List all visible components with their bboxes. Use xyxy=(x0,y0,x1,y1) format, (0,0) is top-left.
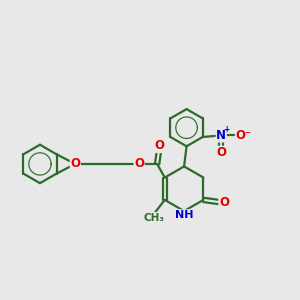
Text: O: O xyxy=(134,158,144,170)
Text: O: O xyxy=(219,196,229,209)
Text: O: O xyxy=(70,158,80,170)
Text: O: O xyxy=(216,146,226,159)
Text: +: + xyxy=(224,125,230,134)
Text: O: O xyxy=(154,140,165,152)
Text: O⁻: O⁻ xyxy=(236,129,252,142)
Text: NH: NH xyxy=(175,210,193,220)
Text: CH₃: CH₃ xyxy=(143,213,164,223)
Text: N: N xyxy=(216,129,226,142)
